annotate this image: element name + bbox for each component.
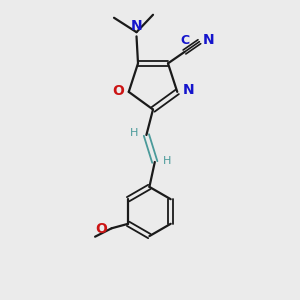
Text: C: C	[181, 34, 190, 47]
Text: N: N	[131, 19, 142, 33]
Text: O: O	[95, 222, 107, 236]
Text: N: N	[203, 33, 215, 46]
Text: N: N	[182, 83, 194, 98]
Text: H: H	[163, 155, 172, 166]
Text: O: O	[112, 84, 124, 98]
Text: H: H	[130, 128, 138, 139]
